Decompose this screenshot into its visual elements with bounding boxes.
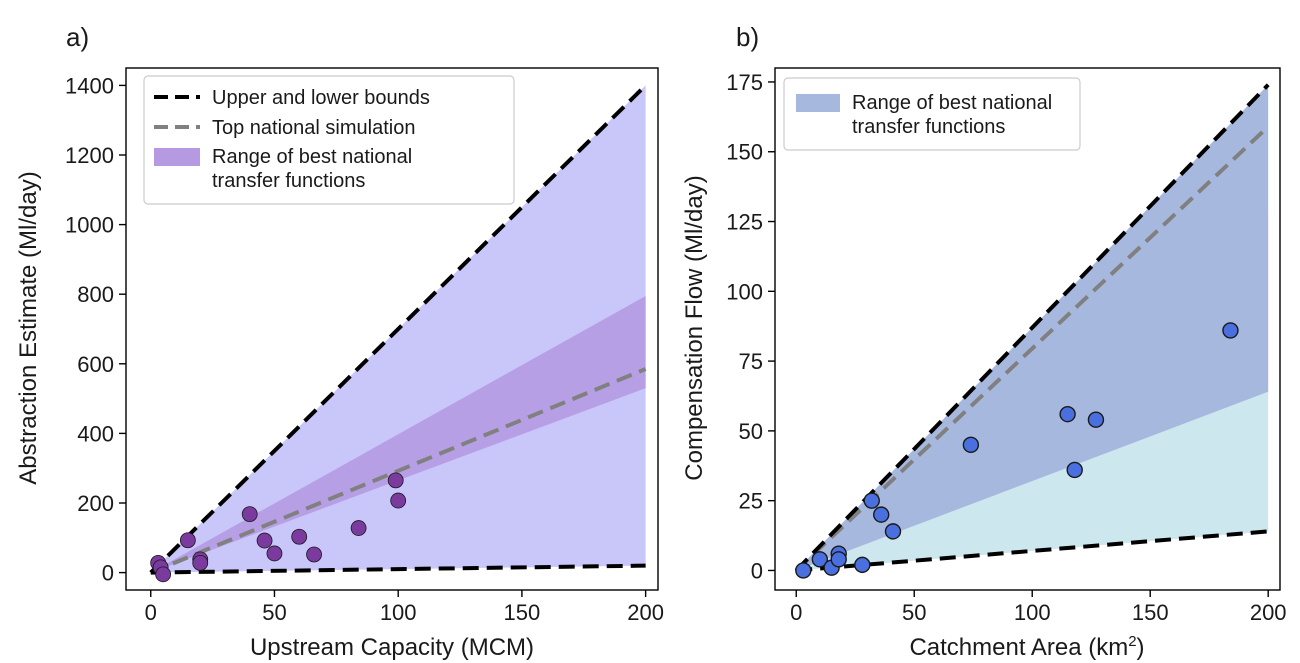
data-point — [266, 545, 283, 562]
legend-label-range: Range of best national transfer function… — [852, 92, 1058, 138]
legend-frame — [143, 75, 515, 205]
upper-bound-line — [149, 83, 648, 575]
data-point — [179, 532, 196, 549]
panel-b-y-axis-title: Compensation Flow (Ml/day) — [681, 175, 708, 480]
data-point — [291, 528, 308, 545]
y-tick-label: 175 — [726, 70, 763, 95]
y-tick-label: 1400 — [65, 73, 114, 98]
y-tick-label: 1200 — [65, 143, 114, 168]
data-point — [795, 562, 812, 579]
data-point — [241, 506, 258, 523]
x-tick-label: 200 — [1250, 600, 1287, 625]
data-point — [390, 492, 407, 509]
data-point — [830, 551, 847, 568]
x-tick-label: 100 — [1014, 600, 1051, 625]
panel-a-x-axis-title: Upstream Capacity (MCM) — [250, 634, 534, 661]
panel-b-x-axis-title: Catchment Area (km2) — [909, 633, 1144, 661]
y-tick-label: 400 — [77, 421, 114, 446]
x-tick-label: 0 — [145, 600, 157, 625]
data-point — [256, 532, 273, 549]
data-point — [387, 472, 404, 489]
data-point — [1087, 411, 1105, 428]
axes-frame — [774, 67, 1281, 591]
y-tick-label: 100 — [726, 279, 763, 304]
legend-label-bounds: Upper and lower bounds — [212, 87, 430, 109]
panel-a: a) 0 50 100 150 200 0 200 400 600 800 1000 1200 1400… — [15, 22, 664, 661]
x-tick-label: 100 — [380, 600, 417, 625]
legend-label-range-line-2: transfer functions — [212, 170, 365, 192]
data-point — [1059, 405, 1076, 423]
y-tick-label: 75 — [739, 349, 763, 374]
y-tick-label: 150 — [726, 140, 763, 165]
y-tick-label: 200 — [77, 491, 114, 516]
x-tick-label: 0 — [790, 600, 802, 625]
data-point — [811, 551, 829, 568]
panel-b-legend: Range of best national transfer function… — [783, 77, 1081, 151]
panel-a-plot-area: 0 50 100 150 200 0 200 400 600 800 1000 1200 1400 — [65, 67, 664, 625]
panel-a-label: a) — [66, 22, 89, 52]
data-point — [1066, 461, 1083, 479]
upper-bound-line — [794, 83, 1270, 572]
y-tick-label: 0 — [751, 558, 763, 583]
x-tick-label: 50 — [902, 600, 926, 625]
panel-b: b) 0 50 100 150 200 0 25 50 75 100 125 150 175 Range… — [681, 22, 1287, 661]
data-point — [854, 556, 871, 574]
legend-swatch-range — [154, 148, 200, 166]
x-tick-label: 50 — [262, 600, 286, 625]
legend-label-top-simulation: Top national simulation — [212, 117, 415, 139]
data-point — [863, 492, 880, 509]
legend-label-range-line-1: Range of best national — [212, 146, 412, 168]
legend-frame — [783, 77, 1081, 151]
x-axis-title-main: Catchment Area (km — [909, 634, 1128, 661]
data-point — [962, 436, 980, 454]
data-point — [884, 523, 902, 540]
lower-bound-line — [796, 529, 1269, 573]
data-point — [350, 520, 367, 536]
panel-a-y-axis-title: Abstraction Estimate (Ml/day) — [15, 171, 42, 484]
data-point — [306, 546, 322, 563]
y-tick-label: 125 — [726, 210, 763, 235]
legend-label-range-line-1: Range of best national — [852, 92, 1052, 114]
data-point — [872, 506, 890, 523]
data-point — [1222, 322, 1239, 339]
legend-label-range: Range of best national transfer function… — [212, 146, 418, 192]
range-band-best-functions — [150, 295, 646, 573]
y-tick-label: 1000 — [65, 213, 114, 238]
data-point — [155, 566, 172, 583]
y-tick-label: 600 — [77, 352, 114, 377]
x-axis-title-superscript: 2 — [1128, 633, 1136, 650]
y-tick-label: 50 — [739, 419, 763, 444]
top-national-simulation-line — [149, 367, 647, 575]
y-tick-label: 800 — [77, 282, 114, 307]
panel-b-plot-area: 0 50 100 150 200 0 25 50 75 100 125 150 175 — [726, 67, 1287, 625]
x-axis-title-suffix: ) — [1137, 634, 1145, 661]
data-point — [192, 554, 209, 571]
y-tick-label: 0 — [102, 561, 114, 586]
x-tick-label: 200 — [627, 600, 664, 625]
axes-frame — [125, 67, 659, 591]
lower-bound-line — [150, 563, 646, 575]
x-tick-label: 150 — [1132, 600, 1169, 625]
legend-swatch-range — [796, 94, 840, 112]
y-tick-label: 25 — [739, 489, 763, 514]
panel-a-legend: Upper and lower bounds Top national simu… — [143, 75, 515, 205]
x-tick-label: 150 — [504, 600, 541, 625]
panel-b-label: b) — [736, 22, 759, 52]
legend-label-range-line-2: transfer functions — [852, 116, 1005, 138]
